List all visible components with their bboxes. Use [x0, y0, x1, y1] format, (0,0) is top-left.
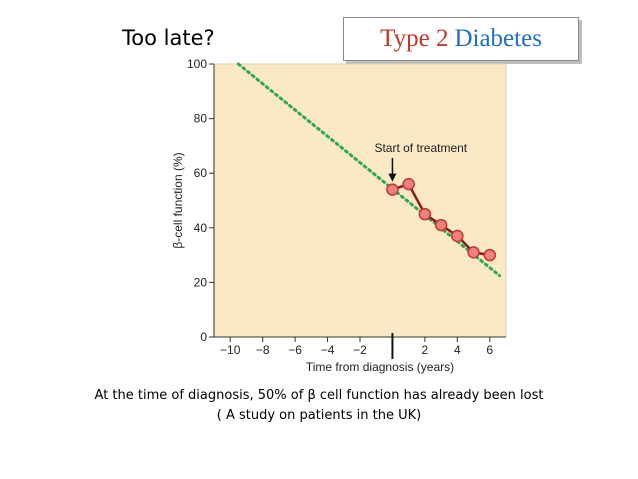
x-tick-label: −4	[321, 343, 335, 357]
x-tick-label: −2	[353, 343, 367, 357]
data-point	[483, 248, 497, 262]
x-tick-label: −6	[288, 343, 302, 357]
y-axis: 0 20 40 60 80 100	[187, 57, 215, 344]
data-point	[402, 177, 415, 191]
x-tick-label: −8	[256, 343, 270, 357]
y-tick-label: 20	[194, 275, 208, 289]
data-point	[418, 207, 432, 221]
y-tick-label: 0	[200, 330, 207, 344]
badge-word-diabetes: Diabetes	[454, 25, 542, 52]
y-tick-label: 80	[194, 112, 208, 126]
y-tick-label: 100	[187, 57, 207, 71]
x-tick-label: −10	[220, 343, 241, 357]
x-tick-label: 6	[486, 343, 493, 357]
data-points	[386, 177, 497, 262]
caption-line-1: At the time of diagnosis, 50% of β cell …	[94, 388, 544, 403]
y-axis-label: β-cell function (%)	[171, 152, 185, 248]
x-tick-label: 4	[454, 343, 461, 357]
badge-word-type2: Type 2	[380, 25, 449, 52]
x-tick-label: 2	[422, 343, 429, 357]
data-point	[451, 229, 464, 243]
annotation-arrow	[388, 158, 397, 182]
data-point	[467, 246, 480, 259]
y-tick-label: 40	[194, 221, 208, 235]
annotation-label: Start of treatment	[374, 141, 467, 155]
trend-line	[236, 62, 502, 278]
data-point	[386, 183, 399, 196]
title-badge: Type 2 Diabetes	[343, 17, 579, 61]
data-point	[434, 218, 448, 232]
x-axis-label: Time from diagnosis (years)	[306, 360, 454, 374]
slide-title: Too late?	[122, 26, 215, 50]
caption-line-2: ( A study on patients in the UK)	[216, 408, 422, 423]
arrow-head	[388, 173, 397, 182]
y-tick-label: 60	[194, 166, 208, 180]
plot-area	[213, 63, 507, 338]
x-axis: −10 −8 −6 −4 −2 2 4 6	[214, 333, 506, 359]
